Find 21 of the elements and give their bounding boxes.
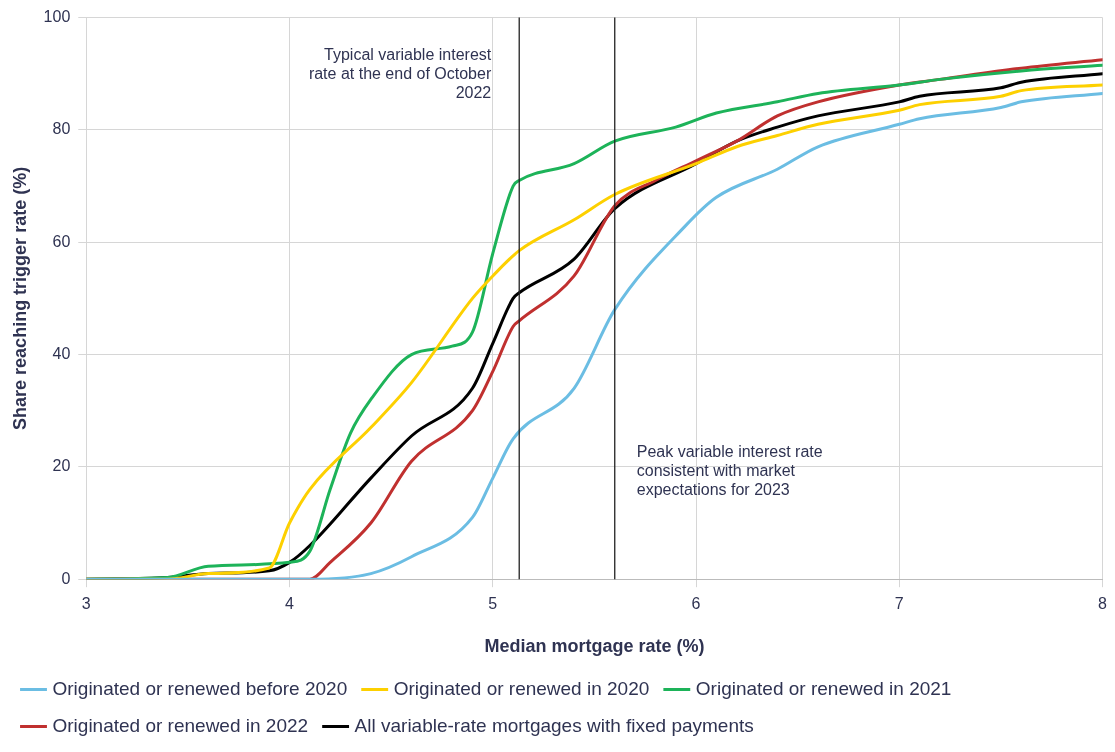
y-tick-label: 40 [52, 344, 71, 362]
x-tick-label: 4 [285, 595, 295, 613]
x-tick-label: 6 [691, 595, 701, 613]
x-tick-label: 3 [81, 595, 91, 613]
x-tick-label: 7 [894, 595, 904, 613]
y-tick-label: 100 [43, 8, 71, 26]
x-tick-label: 8 [1098, 595, 1108, 613]
y-tick-label: 60 [52, 232, 71, 250]
ref-line-label: Peak variable interest rate consistent with market expectations for 2023 [636, 442, 823, 498]
ref-line-label: Typical variable interest rate at the end of October 2022 [308, 46, 492, 102]
legend-label: Originated or renewed in 2021 [695, 677, 952, 699]
y-tick-label: 0 [61, 569, 71, 587]
legend-label: All variable-rate mortgages with fixed payments [354, 714, 754, 736]
legend-label: Originated or renewed before 2020 [52, 677, 348, 699]
x-axis-title: Median mortgage rate (%) [484, 636, 705, 657]
y-tick-label: 80 [52, 120, 71, 138]
legend-label: Originated or renewed in 2022 [52, 714, 309, 736]
y-axis-title: Share reaching trigger rate (%) [9, 166, 30, 430]
x-tick-label: 5 [488, 595, 498, 613]
legend-label: Originated or renewed in 2020 [393, 677, 650, 699]
y-tick-label: 20 [52, 457, 71, 475]
